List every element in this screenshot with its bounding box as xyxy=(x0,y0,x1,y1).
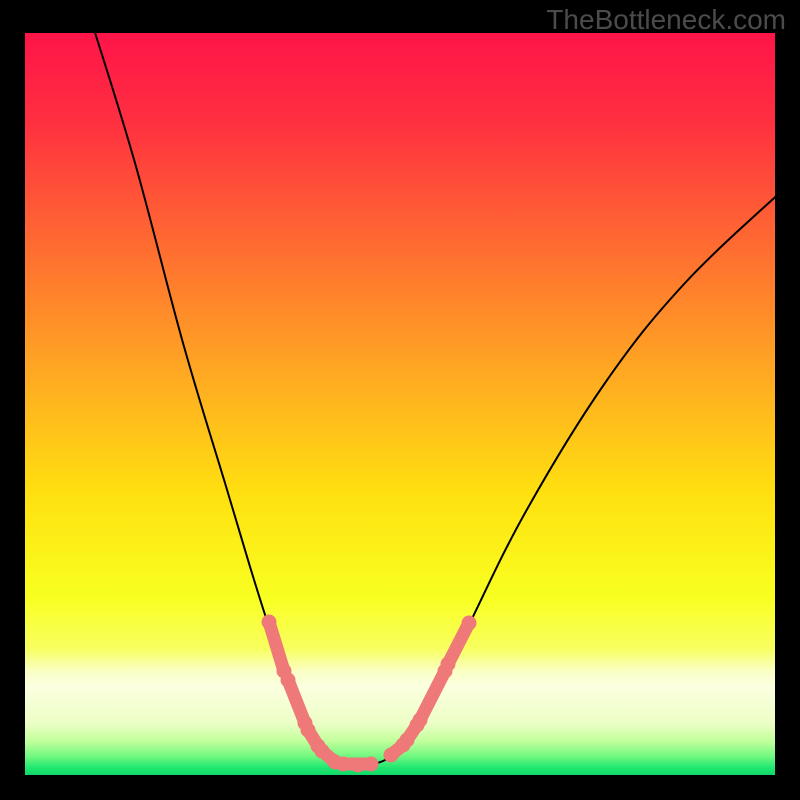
data-dot xyxy=(364,757,379,772)
chart-container: { "canvas": { "width": 800, "height": 80… xyxy=(0,0,800,800)
gradient-background xyxy=(25,33,775,775)
data-dot xyxy=(301,723,316,738)
data-dot xyxy=(400,733,415,748)
data-dot xyxy=(384,748,399,763)
data-dot xyxy=(281,673,296,688)
data-dot xyxy=(262,615,277,630)
chart-svg xyxy=(0,0,800,800)
data-dot xyxy=(413,713,428,728)
data-dot xyxy=(441,657,456,672)
data-dot xyxy=(336,757,351,772)
data-dot xyxy=(315,744,330,759)
watermark-text: TheBottleneck.com xyxy=(546,4,786,36)
data-dot xyxy=(351,758,366,773)
data-dot xyxy=(462,616,477,631)
